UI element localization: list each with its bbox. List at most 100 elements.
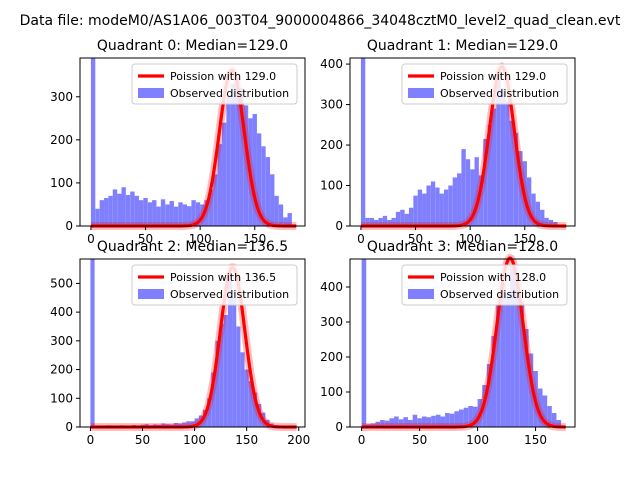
- histogram-bar: [540, 209, 545, 226]
- histogram-bar: [227, 274, 233, 427]
- histogram-bar: [248, 381, 253, 427]
- subplot-title: Quadrant 3: Median=128.0: [367, 239, 558, 255]
- histogram-bar: [426, 185, 431, 226]
- x-tick-label: 200: [287, 433, 310, 447]
- histogram-bar: [143, 198, 148, 226]
- axes-frame: [79, 258, 306, 428]
- histogram-bar: [121, 187, 126, 226]
- y-tick-label: 400: [50, 305, 73, 319]
- x-tick-label: 150: [235, 433, 258, 447]
- histogram-bar: [99, 200, 105, 226]
- histogram-bar: [160, 199, 166, 226]
- histogram-bar: [236, 326, 241, 427]
- histogram-bar: [156, 206, 161, 226]
- histogram-bar: [173, 206, 179, 226]
- y-tick-label: 300: [320, 315, 343, 329]
- histogram-bar: [472, 406, 478, 427]
- legend-fit-label: Poission with 136.5: [170, 271, 276, 284]
- histogram-bar: [505, 294, 511, 427]
- y-tick-label: 400: [320, 280, 343, 294]
- histogram-bar: [117, 193, 122, 226]
- histogram-bar: [551, 413, 557, 427]
- histogram-bar: [283, 217, 288, 226]
- histogram-bar: [226, 96, 231, 227]
- legend-fit-label: Poission with 129.0: [440, 70, 546, 83]
- histogram-bar: [287, 213, 292, 226]
- histogram-bar: [369, 217, 375, 226]
- histogram-bar: [361, 259, 367, 427]
- histogram-bar: [395, 211, 401, 226]
- histogram-bar: [138, 200, 144, 226]
- histogram-bar: [518, 151, 523, 226]
- histogram-bar: [387, 219, 392, 226]
- histogram-bar: [483, 138, 488, 226]
- histogram-bar: [514, 276, 520, 427]
- subplot-title: Quadrant 0: Median=129.0: [97, 38, 288, 54]
- legend-box: [401, 264, 568, 306]
- histogram-bar: [240, 352, 245, 427]
- axes-frame: [79, 57, 306, 227]
- legend: Poission with 128.0 Observed distribution: [401, 264, 568, 306]
- x-tick-label: 0: [87, 433, 95, 447]
- histogram-bar: [430, 181, 436, 226]
- x-tick-label: 100: [189, 232, 212, 246]
- histogram-bar: [526, 177, 532, 226]
- histogram-bar: [478, 175, 484, 226]
- histogram-bar: [547, 406, 552, 427]
- histogram-bar: [130, 191, 135, 226]
- legend: Poission with 129.0 Observed distribution: [131, 63, 298, 105]
- histogram-bar: [391, 217, 396, 226]
- histogram-bar: [221, 122, 227, 226]
- axes-frame: [349, 57, 576, 227]
- x-tick-label: 50: [408, 232, 423, 246]
- histogram-bar: [261, 146, 266, 226]
- legend-hist-swatch: [408, 88, 434, 98]
- histogram-bar: [422, 193, 427, 226]
- x-tick-label: 100: [459, 232, 482, 246]
- histogram-bar: [125, 194, 131, 226]
- histogram-bar: [474, 157, 479, 226]
- histogram-bar: [104, 198, 109, 226]
- x-tick-label: 50: [138, 232, 153, 246]
- histogram-bar: [461, 149, 466, 226]
- histogram-bar: [443, 189, 449, 226]
- x-tick-label: 0: [87, 232, 95, 246]
- histogram-bar: [500, 283, 506, 427]
- histogram-bar: [452, 177, 458, 226]
- histogram-bar: [457, 173, 462, 226]
- legend-hist-label: Observed distribution: [440, 87, 559, 100]
- histogram-bar: [274, 195, 279, 226]
- histogram-bar: [204, 200, 209, 226]
- legend-hist-swatch: [138, 88, 164, 98]
- legend: Poission with 136.5 Observed distribution: [131, 264, 298, 306]
- histogram-bar: [413, 195, 418, 226]
- histogram-bar: [90, 259, 95, 427]
- legend: Poission with 129.0 Observed distribution: [401, 63, 568, 105]
- legend-box: [131, 264, 298, 306]
- histogram-bar: [426, 417, 432, 427]
- histogram-bar: [211, 372, 216, 427]
- histogram-bar: [523, 329, 529, 427]
- y-tick-label: 100: [320, 385, 343, 399]
- subplot-1: Quadrant 1: Median=129.0 0 50 100 150 0 100 200…: [320, 38, 576, 246]
- histogram-bar: [463, 407, 469, 427]
- y-tick-label: 200: [50, 133, 73, 147]
- histogram-bar: [108, 195, 113, 226]
- histogram-bar: [235, 77, 240, 226]
- histogram-bar: [449, 413, 455, 427]
- y-tick-label: 100: [50, 176, 73, 190]
- y-tick-label: 500: [50, 276, 73, 290]
- histogram-bar: [217, 144, 222, 226]
- histogram-bar: [491, 336, 497, 427]
- histogram-bar: [531, 193, 536, 226]
- legend-fit-label: Poission with 128.0: [440, 271, 546, 284]
- histogram-bar: [435, 414, 441, 427]
- y-tick-label: 100: [50, 391, 73, 405]
- y-tick-label: 0: [335, 420, 343, 434]
- histogram-bar: [408, 207, 414, 226]
- histogram-bar: [374, 219, 379, 226]
- histogram-bar: [505, 100, 510, 226]
- histogram-bar: [454, 411, 460, 427]
- histogram-bar: [378, 217, 383, 226]
- histogram-bar: [445, 413, 450, 427]
